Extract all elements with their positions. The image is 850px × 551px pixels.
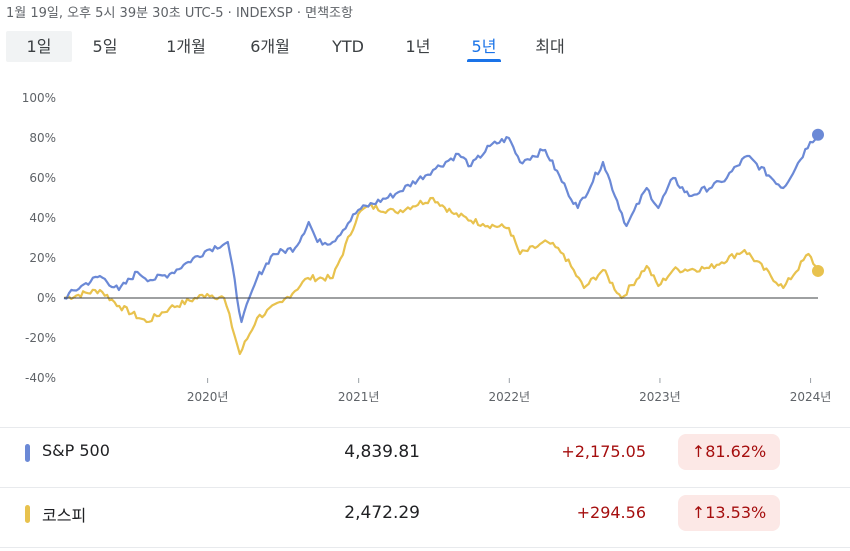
tab-1m[interactable]: 1개월 — [166, 37, 206, 56]
tab-1d[interactable]: 1일 — [6, 31, 72, 62]
arrow-up-icon: ↑ — [691, 503, 706, 522]
tab-6m[interactable]: 6개월 — [250, 37, 290, 56]
series-end-dot-sp500 — [812, 128, 824, 141]
y-tick-label: 40% — [29, 211, 56, 225]
y-tick-label: -20% — [25, 331, 56, 345]
series-line-sp500 — [63, 134, 819, 324]
tab-max[interactable]: 최대 — [535, 37, 565, 56]
y-tick-label: 60% — [29, 171, 56, 185]
y-tick-label: 100% — [22, 91, 56, 105]
x-tick-label: 2021년 — [338, 390, 380, 404]
range-tabs: 1일 5일 1개월 6개월 YTD 1년 5년 최대 — [6, 31, 836, 63]
row-kospi[interactable]: 코스피 2,472.29 +294.56 ↑13.53% — [20, 489, 836, 541]
sp500-price: 4,839.81 — [344, 442, 420, 462]
tab-ytd[interactable]: YTD — [332, 37, 364, 56]
y-tick-label: 80% — [29, 131, 56, 145]
sp500-percent-badge: ↑81.62% — [678, 434, 780, 470]
kospi-color-indicator — [25, 505, 30, 523]
tab-1y[interactable]: 1년 — [405, 37, 431, 56]
kospi-change: +294.56 — [576, 503, 646, 522]
y-tick-label: -40% — [25, 371, 56, 385]
kospi-price: 2,472.29 — [344, 503, 420, 523]
row-sp500[interactable]: S&P 500 4,839.81 +2,175.05 ↑81.62% — [20, 428, 836, 480]
kospi-percent-badge: ↑13.53% — [678, 495, 780, 531]
x-tick-label: 2022년 — [489, 390, 531, 404]
series-end-dot-kospi — [812, 264, 824, 277]
sp500-change: +2,175.05 — [561, 442, 646, 461]
arrow-up-icon: ↑ — [691, 442, 706, 461]
y-tick-label: 20% — [29, 251, 56, 265]
sp500-name: S&P 500 — [42, 441, 110, 460]
sp500-color-indicator — [25, 444, 30, 462]
x-tick-label: 2024년 — [790, 390, 832, 404]
series-line-kospi — [63, 196, 819, 356]
tab-5d[interactable]: 5일 — [92, 37, 118, 56]
x-tick-label: 2023년 — [639, 390, 681, 404]
kospi-percent: 13.53% — [705, 503, 767, 522]
kospi-name: 코스피 — [42, 506, 87, 525]
tab-5y[interactable]: 5년 — [467, 31, 501, 62]
price-chart[interactable]: 100% 80% 60% 40% 20% 0% -20% -40% 2020년 2021년 2022… — [0, 82, 850, 412]
x-tick-label: 2020년 — [187, 390, 229, 404]
header-info: 1월 19일, 오후 5시 39분 30초 UTC-5 · INDEXSP · … — [6, 6, 353, 21]
sp500-percent: 81.62% — [705, 442, 767, 461]
y-tick-label: 0% — [37, 291, 56, 305]
